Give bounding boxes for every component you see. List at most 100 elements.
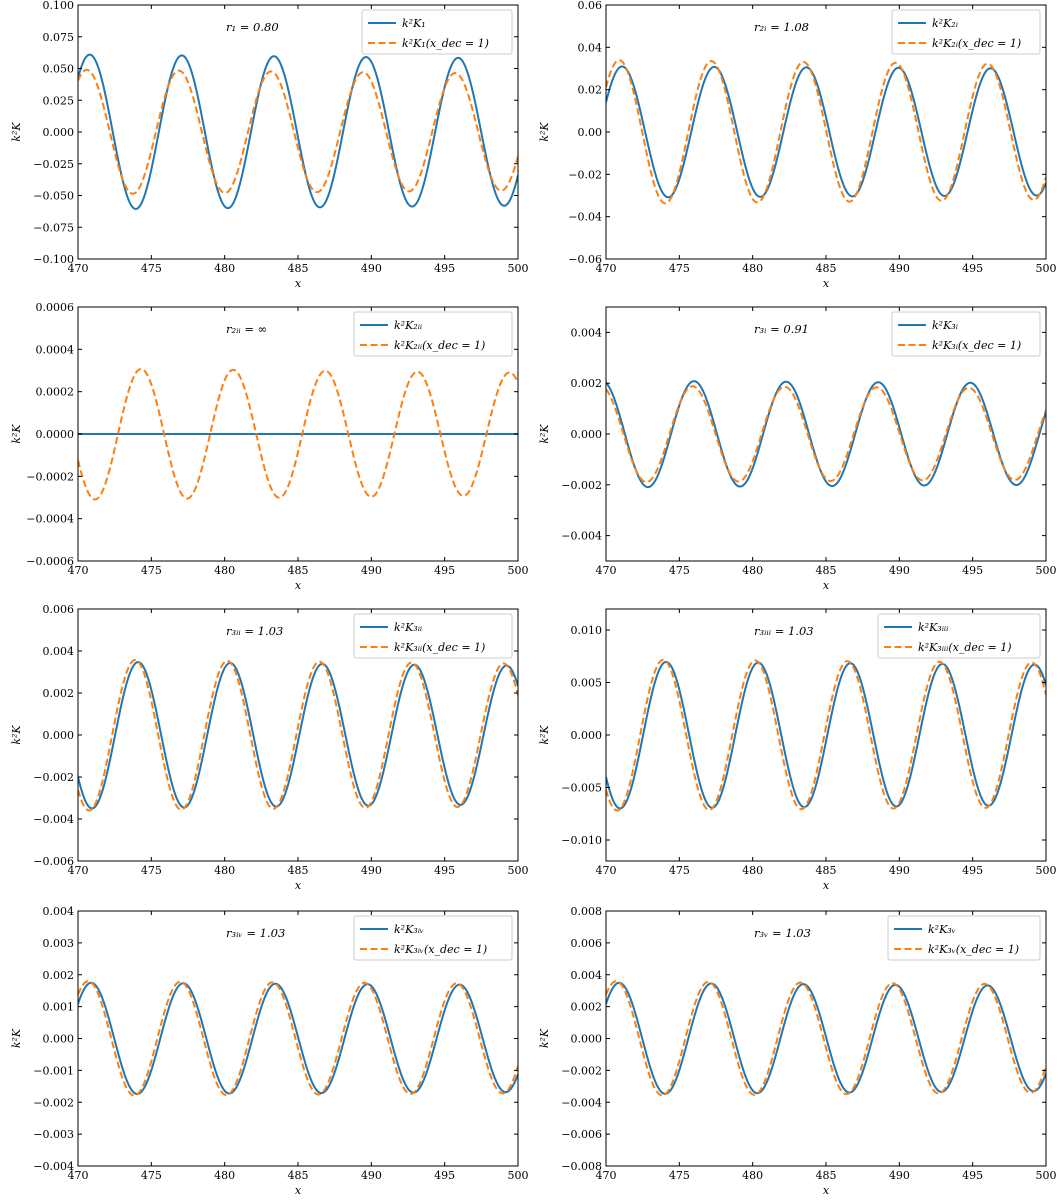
y-axis-label: k²K [538,725,551,745]
x-tick-label: 500 [1036,262,1057,275]
panel-annotation: r₂ᵢ = 1.08 [754,20,809,34]
x-tick-label: 495 [434,262,455,275]
panel-annotation: r₃ᵢᵥ = 1.03 [226,926,285,940]
x-tick-label: 485 [288,262,309,275]
series-line-dashed [606,980,1046,1097]
y-tick-label: 0.000 [571,1033,603,1046]
legend: k²K₁ k²K₁(x_dec = 1) [361,9,513,55]
y-tick-label: −0.075 [33,221,74,234]
x-tick-label: 485 [288,1169,309,1182]
panel-annotation: r₂ᵢᵢ = ∞ [226,322,267,336]
x-tick-label: 470 [596,864,617,877]
x-tick-label: 500 [508,262,529,275]
y-tick-label: 0.050 [43,63,75,76]
y-tick-label: −0.002 [33,771,74,784]
series-line-solid [606,380,1046,489]
series-line-dashed [606,59,1046,205]
panel-annotation: r₃ᵢᵢᵢ = 1.03 [754,624,814,638]
x-tick-label: 490 [889,564,910,577]
series-line-solid [78,53,518,210]
legend-entry: k²K₃ᵢᵢᵢ [918,621,948,634]
y-axis-label: k²K [10,122,23,142]
legend-entry: k²K₃ᵢᵢ [394,621,422,634]
y-tick-label: 0.0004 [36,343,75,356]
y-axis-label: k²K [538,1028,551,1048]
x-tick-label: 475 [141,564,162,577]
x-tick-label: 490 [889,864,910,877]
x-tick-label: 500 [1036,564,1057,577]
x-tick-label: 495 [962,564,983,577]
y-tick-label: 0.001 [43,1001,75,1014]
y-tick-label: −0.006 [561,1128,602,1141]
x-tick-label: 475 [669,1169,690,1182]
x-tick-label: 475 [669,864,690,877]
x-tick-label: 475 [141,262,162,275]
x-tick-label: 500 [508,1169,529,1182]
y-axis-label: k²K [538,122,551,142]
x-tick-label: 500 [1036,864,1057,877]
x-axis-label: x [823,879,830,892]
legend-entry: k²K₁ [402,17,426,30]
y-tick-label: −0.010 [561,834,602,847]
legend-frame [887,915,1041,961]
x-axis-label: x [823,579,830,592]
y-tick-label: 0.004 [571,326,603,339]
y-tick-label: 0.000 [43,729,75,742]
y-tick-label: 0.075 [43,31,75,44]
y-tick-label: −0.06 [568,253,602,266]
chart-panel: 470 475 480 485 490 495 500 0.010 0.005 0.000 −0.0… [538,608,1057,892]
y-axis-label: k²K [538,424,551,444]
legend-entry: k²K₃ᵢᵢ(x_dec = 1) [394,641,485,654]
series-line-dashed [78,367,518,501]
y-tick-label: 0.02 [578,84,603,97]
y-tick-label: 0.06 [578,0,603,12]
y-tick-label: −0.006 [33,855,74,868]
x-tick-label: 470 [596,564,617,577]
legend-entry: k²K₃ᵢ [932,319,958,332]
series-line-solid [78,981,518,1095]
series-line-solid [606,660,1046,810]
y-tick-label: 0.002 [571,1001,603,1014]
legend: k²K₃ᵥ k²K₃ᵥ(x_dec = 1) [887,915,1041,961]
y-tick-label: 0.00 [578,126,603,139]
y-tick-label: 0.004 [571,969,603,982]
y-tick-label: −0.004 [561,1096,602,1109]
y-tick-label: 0.002 [571,377,603,390]
y-tick-label: 0.000 [43,126,75,139]
x-tick-label: 485 [816,262,837,275]
legend-frame [353,915,513,961]
y-tick-label: 0.010 [571,624,603,637]
x-tick-label: 485 [816,1169,837,1182]
series-line-solid [78,661,518,810]
x-tick-label: 485 [816,564,837,577]
legend-frame [891,311,1041,357]
y-tick-label: −0.002 [33,1096,74,1109]
y-tick-label: 0.100 [43,0,75,12]
legend-entry: k²K₂ᵢᵢ [394,319,422,332]
legend: k²K₃ᵢ k²K₃ᵢ(x_dec = 1) [891,311,1041,357]
y-tick-label: 0.000 [43,1033,75,1046]
x-axis-label: x [823,1184,830,1197]
y-tick-label: 0.000 [571,729,603,742]
panel-annotation: r₃ᵢ = 0.91 [754,322,809,336]
series-line-dashed [78,658,518,812]
y-tick-label: 0.002 [43,687,75,700]
series-line-dashed [606,385,1046,484]
x-tick-label: 485 [288,564,309,577]
y-tick-label: −0.005 [561,782,602,795]
chart-panel: 470 475 480 485 490 495 500 0.0006 0.0004 0.0002 0… [10,301,529,592]
y-tick-label: 0.0000 [36,428,75,441]
x-tick-label: 475 [141,864,162,877]
legend-frame [361,9,513,55]
y-tick-label: −0.008 [561,1160,602,1173]
x-tick-label: 470 [596,1169,617,1182]
x-tick-label: 490 [889,262,910,275]
y-tick-label: 0.004 [43,645,75,658]
panel-annotation: r₃ᵢᵢ = 1.03 [226,624,283,638]
y-tick-label: −0.04 [568,211,602,224]
panel-annotation: r₁ = 0.80 [226,20,279,34]
x-axis-label: x [295,579,302,592]
y-tick-label: −0.0006 [26,555,74,568]
x-axis-label: x [295,879,302,892]
y-tick-label: 0.025 [43,94,75,107]
